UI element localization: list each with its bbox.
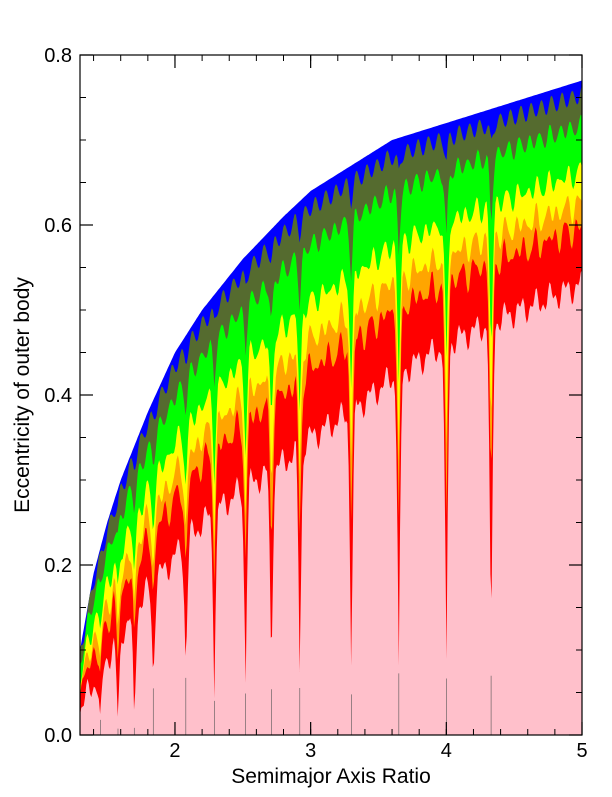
x-axis-label: Semimajor Axis Ratio xyxy=(231,765,431,788)
y-tick-label: 0.2 xyxy=(44,555,72,577)
y-tick-label: 0.6 xyxy=(44,215,72,237)
y-tick-label: 0.8 xyxy=(44,45,72,67)
stability-heatmap xyxy=(80,80,582,735)
band-pink xyxy=(80,269,582,735)
x-tick-label: 4 xyxy=(441,740,452,762)
x-tick-label: 5 xyxy=(576,740,587,762)
x-tick-label: 2 xyxy=(169,740,180,762)
resonance-lines xyxy=(100,673,492,735)
y-tick-label: 0.0 xyxy=(44,725,72,747)
y-axis-label: Eccentricity of outer body xyxy=(11,277,34,513)
axis-ticks: 2 3 4 5 0.0 0.2 0.4 0.6 0.8 xyxy=(44,45,587,762)
y-tick-label: 0.4 xyxy=(44,385,72,407)
x-tick-label: 3 xyxy=(305,740,316,762)
